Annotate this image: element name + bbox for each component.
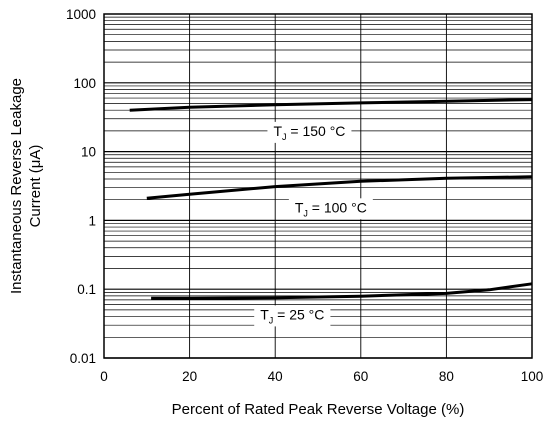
series-line-1 <box>146 175 533 200</box>
curve-labels: TJ = 150 °CTJ = 100 °CTJ = 25 °C <box>254 121 373 327</box>
y-tick-label: 1000 <box>66 7 96 22</box>
series-label-symbol: T <box>273 123 282 139</box>
x-tick-label: 60 <box>353 369 368 384</box>
series-label-background <box>254 305 331 327</box>
series-label-subscript: J <box>269 315 274 325</box>
plot-frame <box>103 13 533 359</box>
series-label-value: = 25 °C <box>273 306 324 322</box>
y-tick-label: 0.01 <box>70 351 96 366</box>
y-axis-title-line-2: Current (μA) <box>27 145 44 228</box>
series-label-text: TJ = 100 °C <box>295 199 367 218</box>
series-label-0: TJ = 150 °C <box>267 121 352 143</box>
series-line-0 <box>129 98 533 112</box>
y-tick-label: 1 <box>88 213 96 228</box>
series-label-background <box>288 198 373 220</box>
series-label-2: TJ = 25 °C <box>254 305 331 327</box>
grid <box>103 14 533 359</box>
x-tick-label: 100 <box>521 369 544 384</box>
series-label-symbol: T <box>260 306 269 322</box>
x-tick-label: 20 <box>182 369 197 384</box>
y-axis-title-line-1: Instantaneous Reverse Leakage <box>8 78 25 294</box>
series-label-text: TJ = 150 °C <box>273 123 345 142</box>
series-label-background <box>267 121 352 143</box>
series-label-1: TJ = 100 °C <box>288 198 373 220</box>
series-label-value: = 100 °C <box>308 199 367 215</box>
series-line-2 <box>151 282 533 300</box>
data-curves <box>129 98 533 300</box>
x-tick-label: 40 <box>268 369 283 384</box>
y-tick-label: 100 <box>73 76 96 91</box>
y-tick-label: 10 <box>81 145 96 160</box>
y-tick-label: 0.1 <box>77 282 96 297</box>
series-label-value: = 150 °C <box>287 123 346 139</box>
series-label-subscript: J <box>303 208 308 218</box>
tick-labels: 0 20 40 60 80 100 0.01 0.1 1 10 100 1000 <box>66 7 543 384</box>
x-tick-label: 80 <box>439 369 454 384</box>
series-label-symbol: T <box>295 199 304 215</box>
series-label-subscript: J <box>282 132 287 142</box>
x-axis-title: Percent of Rated Peak Reverse Voltage (%… <box>172 401 465 418</box>
x-tick-label: 0 <box>100 369 108 384</box>
series-label-text: TJ = 25 °C <box>260 306 324 325</box>
